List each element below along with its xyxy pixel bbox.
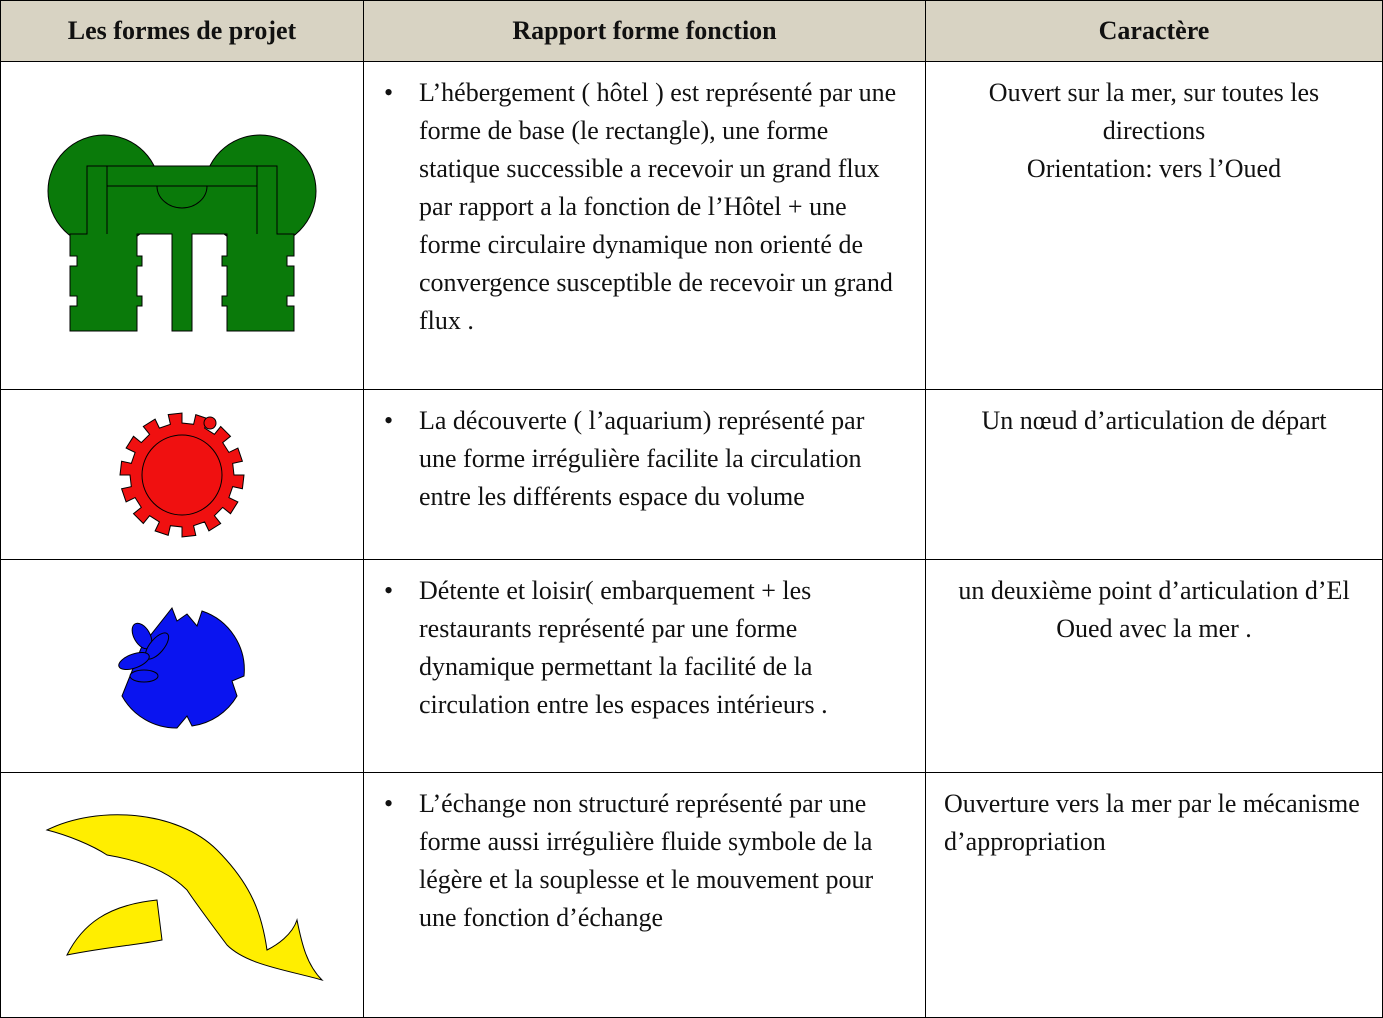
character-cell: Ouverture vers la mer par le mécanisme d… <box>925 772 1383 1018</box>
bullet-text: La découverte ( l’aquarium) représenté p… <box>364 390 925 524</box>
shape-cell <box>0 389 364 560</box>
description-cell: L’hébergement ( hôtel ) est représenté p… <box>363 61 926 390</box>
character-text: Un nœud d’articulation de départ <box>981 406 1327 435</box>
description-cell: Détente et loisir( embarquement + les re… <box>363 559 926 773</box>
row: L’échange non structuré représenté par u… <box>0 772 1383 1018</box>
header-row: Les formes de projet Rapport forme fonct… <box>0 0 1383 62</box>
character-text: Orientation: vers l’Oued <box>1026 154 1282 183</box>
row: Détente et loisir( embarquement + les re… <box>0 559 1383 773</box>
shape-cell <box>0 559 364 773</box>
row: L’hébergement ( hôtel ) est représenté p… <box>0 61 1383 390</box>
yellow-shape <box>45 814 324 982</box>
blue-shape <box>118 607 245 729</box>
bullet-text: L’échange non structuré représenté par u… <box>364 773 925 945</box>
description-cell: La découverte ( l’aquarium) représenté p… <box>363 389 926 560</box>
bullet-text: Détente et loisir( embarquement + les re… <box>364 560 925 732</box>
header-cell: Caractère <box>925 0 1383 62</box>
red-shape <box>119 411 245 538</box>
character-text: un deuxième point d’articulation d’El Ou… <box>958 576 1350 643</box>
character-cell: Ouvert sur la mer, sur toutes les direct… <box>925 61 1383 390</box>
shape-cell <box>0 61 364 390</box>
description-cell: L’échange non structuré représenté par u… <box>363 772 926 1018</box>
character-cell: Un nœud d’articulation de départ <box>925 389 1383 560</box>
character-text: Ouverture vers la mer par le mécanisme d… <box>944 789 1360 856</box>
bullet-text: L’hébergement ( hôtel ) est représenté p… <box>364 62 925 348</box>
green-shape <box>47 134 317 331</box>
character-cell: un deuxième point d’articulation d’El Ou… <box>925 559 1383 773</box>
row: La découverte ( l’aquarium) représenté p… <box>0 389 1383 560</box>
character-text: Ouvert sur la mer, sur toutes les direct… <box>988 78 1320 145</box>
header-cell: Les formes de projet <box>0 0 364 62</box>
shape-cell <box>0 772 364 1018</box>
header-cell: Rapport forme fonction <box>363 0 926 62</box>
